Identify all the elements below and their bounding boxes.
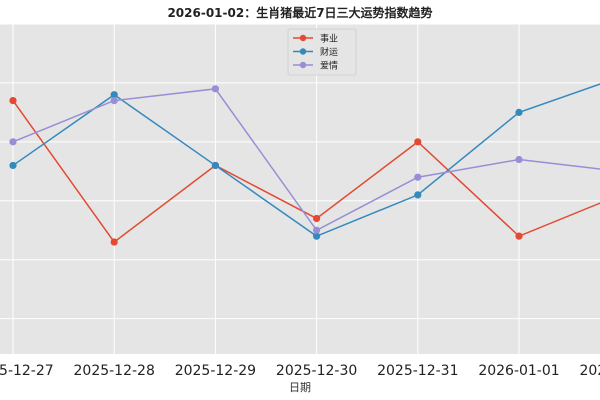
- x-tick-label: 2025-12-31: [377, 363, 458, 379]
- data-point: [515, 232, 523, 240]
- data-point: [110, 91, 118, 99]
- legend-marker: [299, 34, 307, 42]
- x-tick-label: 2026-01-02: [580, 363, 600, 379]
- legend-label: 财运: [320, 46, 338, 58]
- data-point: [9, 97, 17, 105]
- chart-title: 2026-01-02：生肖猪最近7日三大运势指数趋势: [167, 5, 432, 20]
- data-point: [110, 97, 118, 105]
- legend-marker: [299, 61, 307, 69]
- data-point: [9, 138, 17, 146]
- legend-marker: [299, 48, 307, 55]
- data-point: [515, 155, 523, 164]
- data-point: [414, 138, 422, 146]
- data-point: [211, 85, 219, 93]
- data-point: [9, 161, 17, 170]
- x-tick-label: 2025-12-27: [0, 363, 54, 379]
- x-tick-label: 2026-01-01: [478, 363, 559, 379]
- data-point: [313, 232, 321, 240]
- data-point: [313, 226, 321, 234]
- legend-label: 爱情: [320, 60, 338, 72]
- data-point: [414, 191, 422, 199]
- x-tick-label: 2025-12-28: [74, 363, 155, 379]
- data-point: [211, 161, 219, 170]
- x-axis-label: 日期: [289, 381, 311, 394]
- grid-lines: [0, 23, 600, 354]
- data-point: [313, 214, 321, 223]
- x-tick-label: 2025-12-29: [175, 363, 256, 379]
- legend-label: 事业: [320, 33, 338, 45]
- x-tick-labels: 2025-12-27 2025-12-28 2025-12-29 2025-12-30…: [0, 363, 600, 379]
- plot-background: [0, 24, 600, 354]
- x-tick-label: 2025-12-30: [276, 363, 357, 379]
- series-lines: [9, 83, 600, 246]
- data-point: [414, 173, 422, 181]
- data-point: [515, 108, 523, 116]
- data-point: [110, 238, 118, 246]
